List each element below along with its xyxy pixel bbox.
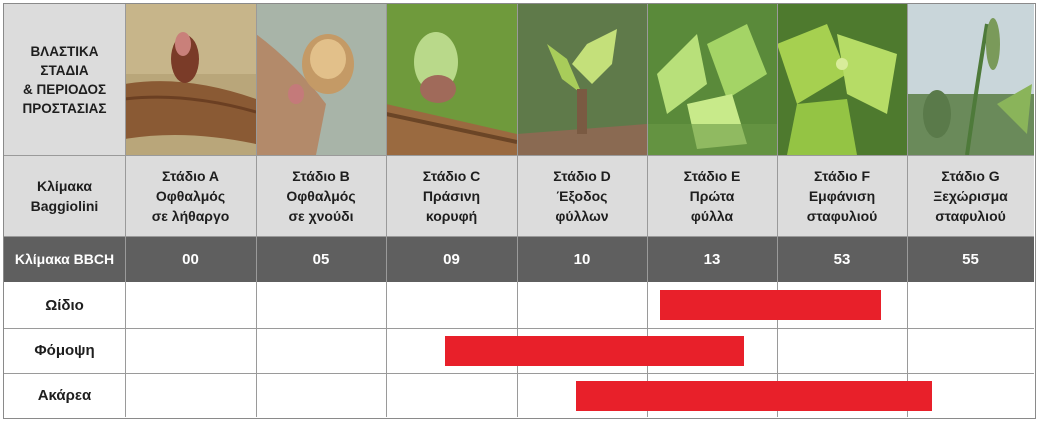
green-tip-photo	[386, 4, 517, 155]
stage-name-e: Στάδιο Ε Πρώτα φύλλα	[647, 155, 777, 236]
grid-line	[907, 4, 908, 417]
inflorescence-separated-photo	[907, 4, 1034, 155]
grid-line	[4, 328, 1034, 329]
corner-label: ΒΛΑΣΤΙΚΑ ΣΤΑΔΙΑ & ΠΕΡΙΟΔΟΣ ΠΡΟΣΤΑΣΙΑΣ	[4, 4, 125, 155]
bbch-code-f: 53	[777, 236, 907, 282]
grid-line	[125, 4, 126, 417]
inflorescence-visible-photo	[777, 4, 907, 155]
woolly-bud-photo	[256, 4, 386, 155]
bbch-code-g: 55	[907, 236, 1034, 282]
grid-line	[777, 4, 778, 417]
bbch-code-a: 00	[125, 236, 256, 282]
stage-name-g: Στάδιο G Ξεχώρισμα σταφυλιού	[907, 155, 1034, 236]
disease-label-mites: Ακάρεα	[37, 386, 92, 404]
first-leaves-photo	[647, 4, 777, 155]
grid-line	[517, 4, 518, 417]
disease-label-phomopsis: Φόμοψη	[34, 342, 95, 359]
bbch-label: Κλίμακα BBCH	[4, 236, 125, 282]
leaf-emergence-photo	[517, 4, 647, 155]
stage-name-c: Στάδιο C Πράσινη κορυφή	[386, 155, 517, 236]
bbch-code-b: 05	[256, 236, 386, 282]
bbch-code-e: 13	[647, 236, 777, 282]
protection-bar-mites	[575, 381, 933, 411]
grid-line	[647, 4, 648, 417]
grid-line	[386, 4, 387, 417]
dormant-bud-photo	[125, 4, 256, 155]
baggiolini-label: Κλίμακα Baggiolini	[4, 155, 125, 236]
protection-bar-powdery-mildew	[660, 290, 881, 320]
protection-bar-phomopsis	[444, 336, 745, 366]
stage-name-b: Στάδιο Β Οφθαλμός σε χνούδι	[256, 155, 386, 236]
bbch-code-c: 09	[386, 236, 517, 282]
grid-line	[4, 236, 1034, 237]
grid-line	[256, 4, 257, 417]
stage-name-f: Στάδιο F Εμφάνιση σταφυλιού	[777, 155, 907, 236]
stage-name-d: Στάδιο D Έξοδος φύλλων	[517, 155, 647, 236]
disease-label-powdery-mildew: Ωίδιο	[45, 296, 84, 314]
growth-stage-table: ΒΛΑΣΤΙΚΑ ΣΤΑΔΙΑ & ΠΕΡΙΟΔΟΣ ΠΡΟΣΤΑΣΙΑΣ	[3, 3, 1036, 419]
bbch-code-d: 10	[517, 236, 647, 282]
stage-name-a: Στάδιο Α Οφθαλμός σε λήθαργο	[125, 155, 256, 236]
grid-line	[4, 155, 1034, 156]
grid-line	[4, 373, 1034, 374]
